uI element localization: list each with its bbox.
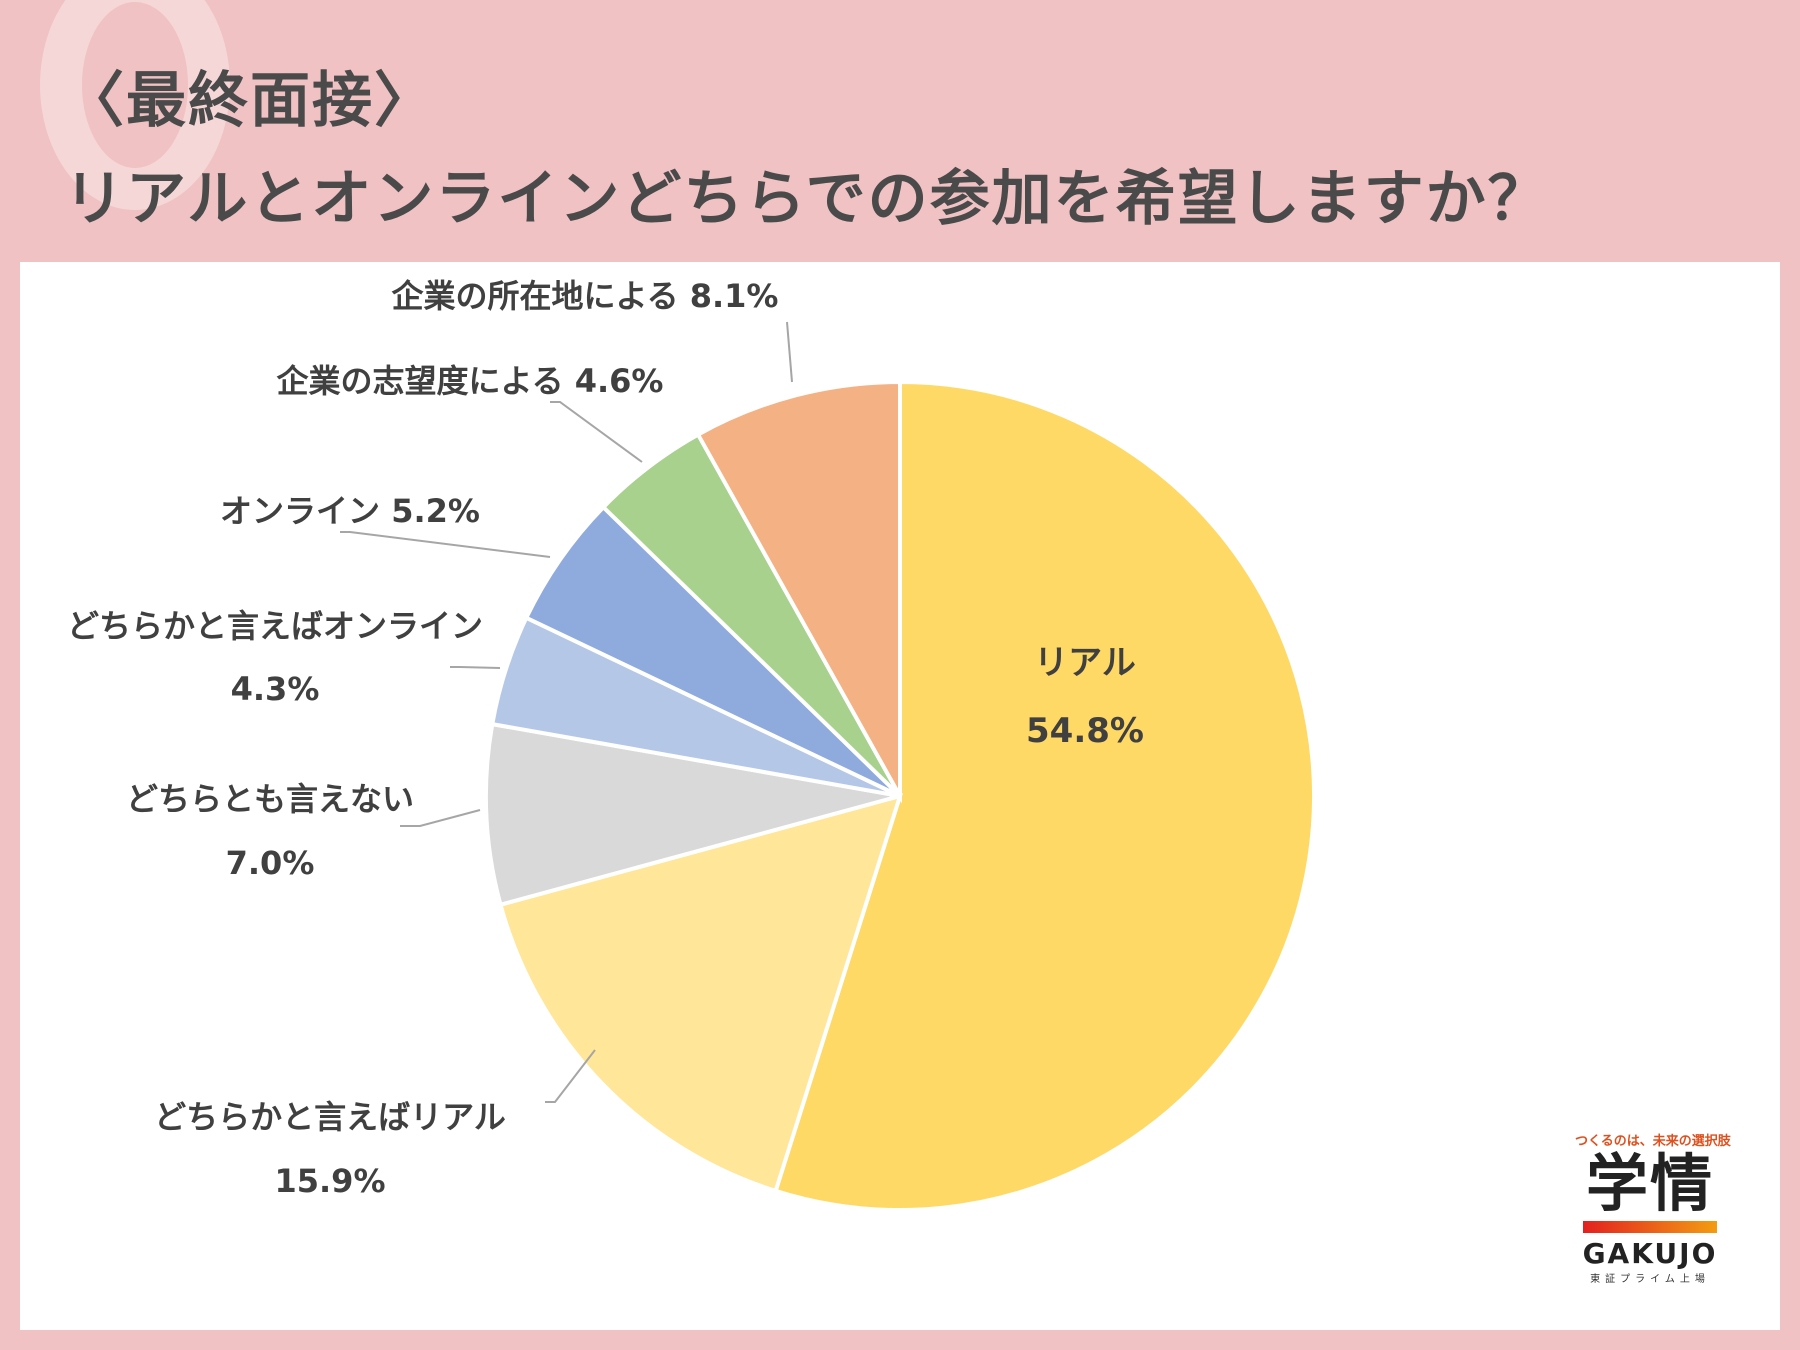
data-label-7: 企業の所在地による 8.1% [392, 277, 779, 315]
logo-name: 学情 [1585, 1147, 1714, 1220]
page-title-line1: 〈最終面接〉 [64, 66, 436, 136]
page-title-line2: リアルとオンラインどちらでの参加を希望しますか？ [64, 164, 1550, 234]
leader-line-2 [545, 1049, 596, 1103]
pie-chart: リアル 54.8% どちらかと言えばリアル 15.9% どちらとも言えない 7.0% どちら… [67, 277, 1316, 1212]
logo-tagline: つくるのは、未来の選択肢 [1575, 1134, 1731, 1149]
leader-line-4 [450, 666, 501, 669]
category-label-4: どちらかと言えばオンライン [67, 607, 483, 645]
pie-slice-1 [773, 379, 1316, 1212]
category-label-3: どちらとも言えない [126, 780, 414, 818]
pie-slice-3 [484, 721, 901, 908]
category-label-2: どちらかと言えばリアル [154, 1098, 506, 1136]
leader-line-6 [550, 401, 643, 463]
data-label-6: 企業の志望度による 4.6% [277, 362, 664, 400]
leader-line-7 [786, 321, 793, 383]
value-label-3: 7.0% [226, 844, 315, 882]
value-label-4: 4.3% [231, 670, 320, 708]
leader-line-5 [340, 531, 551, 558]
logo-name-en: GAKUJO [1582, 1237, 1718, 1270]
data-label-5: オンライン 5.2% [220, 492, 480, 530]
category-label-1: リアル [1034, 643, 1136, 683]
value-label-1: 54.8% [1026, 711, 1144, 751]
pie-slice-2 [498, 793, 904, 1194]
chart-panel: リアル 54.8% どちらかと言えばリアル 15.9% どちらとも言えない 7.0% どちら… [20, 262, 1780, 1330]
logo-sub: 東証プライム上場 [1590, 1274, 1710, 1285]
pie-slice-7 [695, 379, 902, 804]
leader-line-3 [400, 809, 481, 827]
value-label-2: 15.9% [274, 1162, 385, 1200]
logo-bar [1583, 1221, 1717, 1233]
gakujo-logo: つくるのは、未来の選択肢 学情 GAKUJO 東証プライム上場 [1575, 1130, 1731, 1285]
